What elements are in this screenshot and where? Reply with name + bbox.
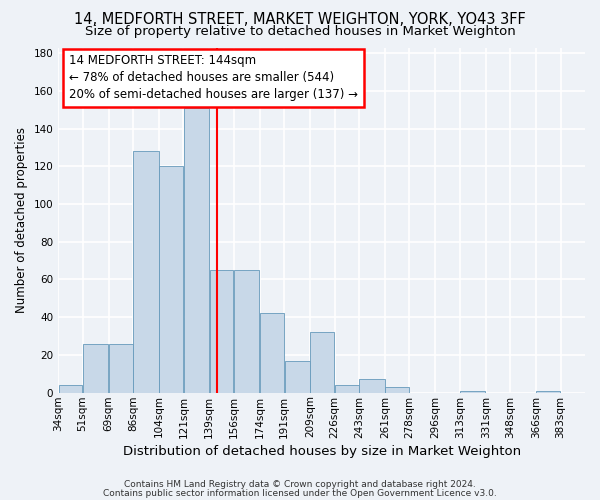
Bar (385, 387, 409, 392)
Bar (109, 344, 133, 392)
Bar (59, 385, 82, 392)
Text: 14 MEDFORTH STREET: 144sqm
← 78% of detached houses are smaller (544)
20% of sem: 14 MEDFORTH STREET: 144sqm ← 78% of deta… (69, 54, 358, 102)
Bar (184, 108, 209, 393)
Bar (209, 270, 233, 392)
Bar (536, 391, 560, 392)
Bar (234, 270, 259, 392)
Text: Contains HM Land Registry data © Crown copyright and database right 2024.: Contains HM Land Registry data © Crown c… (124, 480, 476, 489)
Bar (133, 151, 158, 392)
Text: 14, MEDFORTH STREET, MARKET WEIGHTON, YORK, YO43 3FF: 14, MEDFORTH STREET, MARKET WEIGHTON, YO… (74, 12, 526, 28)
Bar (310, 332, 334, 392)
Bar (284, 360, 310, 392)
Bar (260, 314, 284, 392)
Y-axis label: Number of detached properties: Number of detached properties (15, 127, 28, 313)
Bar (159, 166, 183, 392)
Text: Size of property relative to detached houses in Market Weighton: Size of property relative to detached ho… (85, 25, 515, 38)
X-axis label: Distribution of detached houses by size in Market Weighton: Distribution of detached houses by size … (122, 444, 521, 458)
Bar (335, 385, 359, 392)
Bar (460, 391, 485, 392)
Bar (83, 344, 108, 392)
Text: Contains public sector information licensed under the Open Government Licence v3: Contains public sector information licen… (103, 488, 497, 498)
Bar (359, 380, 385, 392)
